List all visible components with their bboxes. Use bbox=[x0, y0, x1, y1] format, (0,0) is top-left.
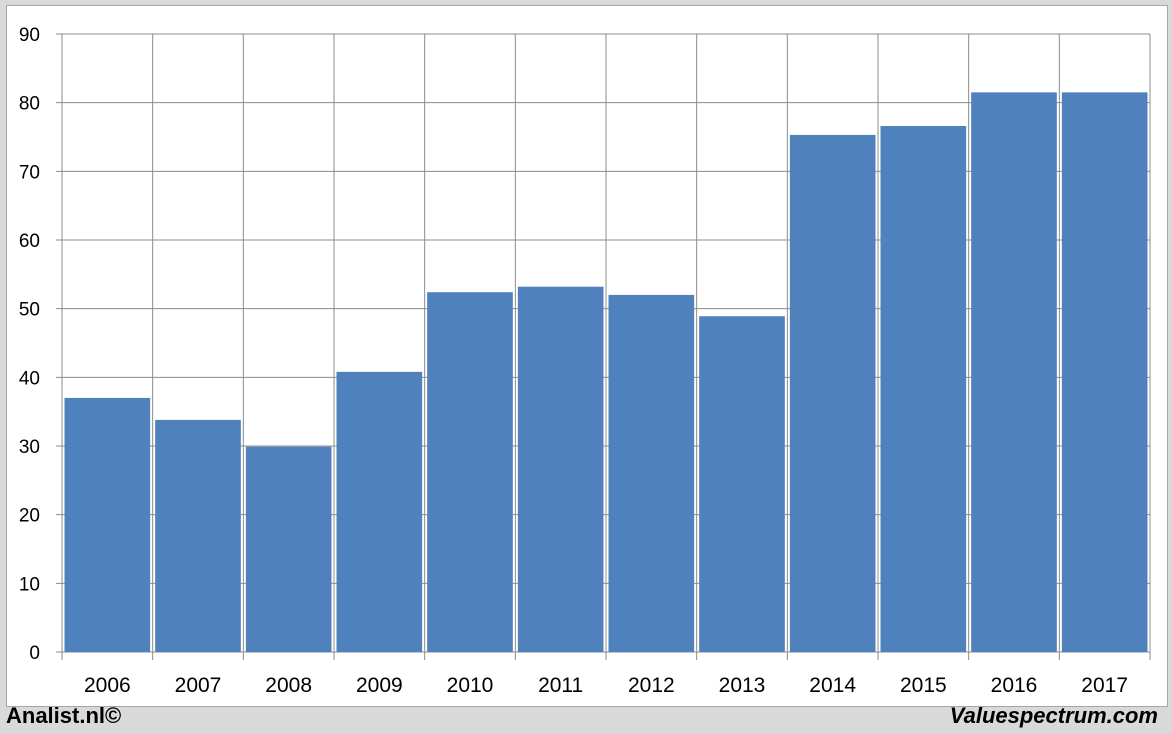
bar-2011 bbox=[517, 286, 604, 652]
x-tick-label: 2008 bbox=[265, 674, 312, 697]
x-tick-label: 2010 bbox=[447, 674, 494, 697]
y-tick-label: 20 bbox=[19, 506, 40, 527]
y-tick-label: 30 bbox=[19, 437, 40, 458]
bar-2012 bbox=[608, 294, 695, 652]
bar-2016 bbox=[971, 92, 1057, 652]
y-tick-label: 50 bbox=[19, 300, 40, 321]
x-tick-label: 2012 bbox=[628, 674, 675, 697]
x-tick-label: 2016 bbox=[991, 674, 1038, 697]
bar-2017 bbox=[1061, 92, 1148, 652]
x-tick-label: 2015 bbox=[900, 674, 947, 697]
watermark-label: Valuespectrum.com bbox=[949, 703, 1158, 728]
bar-2010 bbox=[427, 292, 513, 652]
bar-2007 bbox=[155, 419, 241, 652]
y-tick-label: 80 bbox=[19, 94, 40, 115]
bar-2008 bbox=[245, 446, 332, 652]
bar-2009 bbox=[336, 371, 423, 652]
y-tick-label: 60 bbox=[19, 231, 40, 252]
y-tick-label: 40 bbox=[19, 368, 40, 389]
x-tick-label: 2017 bbox=[1081, 674, 1128, 697]
x-tick-label: 2014 bbox=[809, 674, 856, 697]
x-tick-label: 2006 bbox=[84, 674, 131, 697]
y-tick-label: 70 bbox=[19, 162, 40, 183]
x-tick-label: 2009 bbox=[356, 674, 403, 697]
x-tick-label: 2013 bbox=[719, 674, 766, 697]
y-tick-label: 0 bbox=[29, 643, 40, 664]
y-tick-label: 10 bbox=[19, 574, 40, 595]
x-tick-label: 2011 bbox=[538, 674, 583, 697]
x-tick-label: 2007 bbox=[175, 674, 222, 697]
bar-2014 bbox=[789, 134, 876, 652]
source-label: Analist.nl© bbox=[6, 703, 122, 728]
bar-2015 bbox=[880, 126, 967, 653]
bar-2013 bbox=[699, 316, 785, 652]
bar-2006 bbox=[64, 397, 151, 652]
y-tick-label: 90 bbox=[19, 25, 40, 46]
